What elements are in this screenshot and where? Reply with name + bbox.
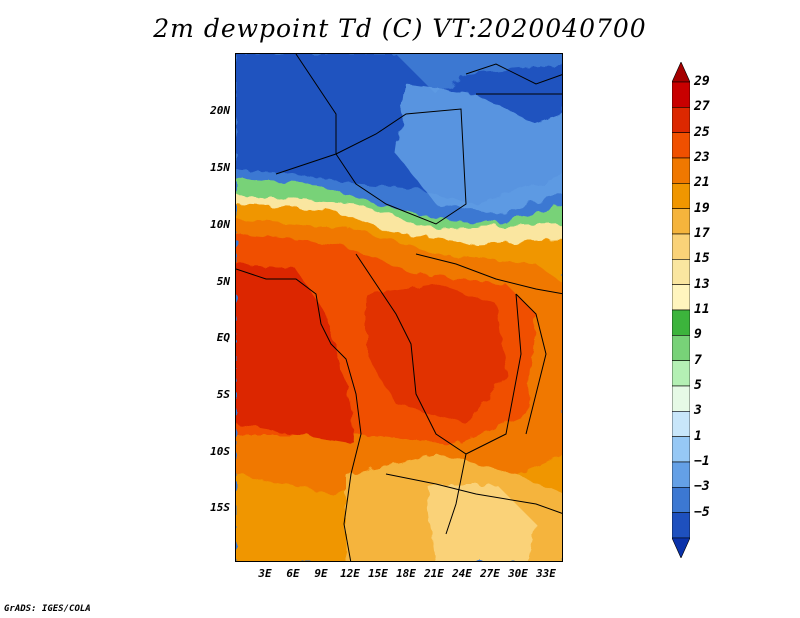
colorbar-segment	[671, 385, 691, 412]
lon-label-33e: 33E	[536, 567, 556, 580]
colorbar-segment	[671, 461, 691, 488]
colorbar-segment	[671, 208, 691, 235]
lat-label-10n: 10N	[210, 218, 230, 231]
lon-label-27e: 27E	[480, 567, 500, 580]
colorbar-top-arrow	[671, 61, 691, 83]
colorbar-tick-label: −3	[694, 479, 710, 495]
lon-label-18e: 18E	[396, 567, 416, 580]
colorbar-segment	[671, 309, 691, 336]
lon-label-24e: 24E	[452, 567, 472, 580]
colorbar-segment	[671, 132, 691, 159]
lat-label-15s: 15S	[210, 501, 230, 514]
colorbar-tick-label: 25	[694, 124, 710, 140]
colorbar-segment	[671, 512, 691, 539]
colorbar-tick-label: 23	[694, 150, 710, 165]
dewpoint-map	[235, 53, 563, 562]
colorbar-segment	[671, 259, 691, 285]
lat-label-10s: 10S	[210, 445, 230, 458]
colorbar-tick-label: 17	[694, 226, 710, 241]
lon-label-15e: 15E	[368, 567, 388, 580]
colorbar-tick-label: 29	[694, 74, 710, 89]
colorbar-tick-label: 5	[694, 378, 702, 393]
colorbar-segment	[671, 487, 691, 513]
colorbar-segment	[671, 183, 691, 209]
lon-label-30e: 30E	[508, 567, 528, 580]
lat-label-15n: 15N	[210, 161, 230, 174]
lon-label-3e: 3E	[258, 567, 272, 580]
colorbar-bottom-arrow	[671, 537, 691, 559]
colorbar-segment	[671, 107, 691, 133]
colorbar-tick-label: 7	[694, 352, 702, 368]
colorbar-segment	[671, 411, 691, 437]
colorbar-tick-label: 19	[694, 200, 710, 216]
map-title: 2m dewpoint Td (C) VT:2020040700	[153, 14, 647, 43]
colorbar-tick-label: −1	[694, 454, 710, 469]
colorbar-tick-label: 11	[694, 302, 710, 317]
colorbar	[671, 61, 691, 562]
colorbar-tick-label: −5	[694, 504, 710, 520]
lon-label-6e: 6E	[286, 567, 300, 580]
lat-label-20n: 20N	[210, 104, 230, 117]
colorbar-segment	[671, 81, 691, 108]
colorbar-tick-label: 21	[694, 175, 710, 191]
colorbar-segment	[671, 284, 691, 311]
colorbar-tick-label: 15	[694, 251, 710, 267]
lat-label-5n: 5N	[216, 275, 230, 288]
colorbar-tick-label: 13	[694, 276, 710, 292]
colorbar-tick-label: 3	[694, 403, 702, 419]
colorbar-segment	[671, 233, 691, 260]
lon-label-9e: 9E	[314, 567, 328, 580]
colorbar-tick-label: 27	[694, 99, 710, 115]
colorbar-segment	[671, 157, 691, 184]
lon-label-12e: 12E	[340, 567, 360, 580]
lat-label-eq: EQ	[216, 331, 230, 344]
colorbar-segment	[671, 436, 691, 463]
lat-label-5s: 5S	[216, 388, 230, 401]
lon-label-21e: 21E	[424, 567, 444, 580]
footer-credit: GrADS: IGES/COLA	[4, 604, 91, 614]
colorbar-tick-label: 9	[694, 327, 702, 343]
colorbar-tick-label: 1	[694, 428, 702, 444]
colorbar-segment	[671, 335, 691, 361]
colorbar-segment	[671, 360, 691, 387]
